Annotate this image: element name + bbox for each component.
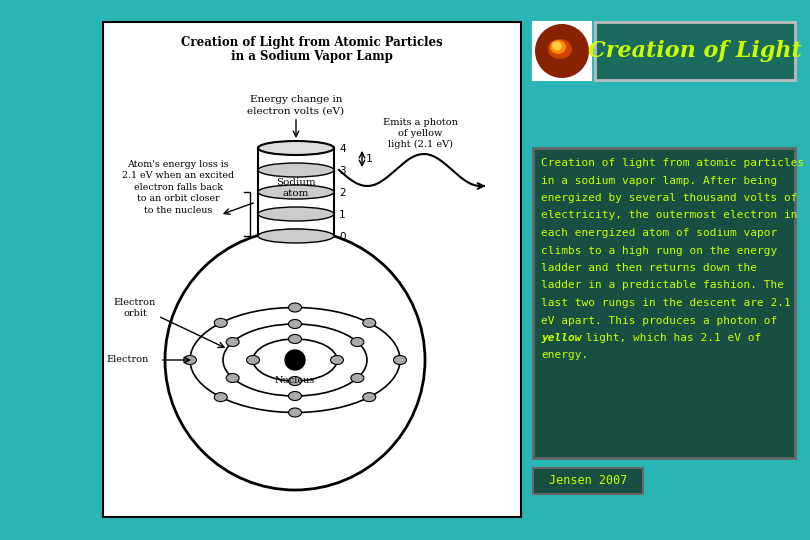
Text: ladder and then returns down the: ladder and then returns down the <box>541 263 757 273</box>
Text: Electron: Electron <box>107 355 149 364</box>
Ellipse shape <box>351 374 364 382</box>
Text: in a sodium vapor lamp. After being: in a sodium vapor lamp. After being <box>541 176 778 186</box>
Ellipse shape <box>552 42 562 51</box>
Text: 0: 0 <box>339 232 346 242</box>
Ellipse shape <box>215 319 228 327</box>
Ellipse shape <box>351 338 364 347</box>
Text: Creation of Light: Creation of Light <box>588 40 802 62</box>
Ellipse shape <box>258 141 334 155</box>
Text: Emits a photon
of yellow
light (2.1 eV): Emits a photon of yellow light (2.1 eV) <box>382 118 458 150</box>
FancyBboxPatch shape <box>103 22 521 517</box>
Ellipse shape <box>258 229 334 243</box>
Text: 1: 1 <box>339 210 346 220</box>
Text: 1: 1 <box>366 154 373 164</box>
Ellipse shape <box>258 185 334 199</box>
Text: climbs to a high rung on the energy: climbs to a high rung on the energy <box>541 246 778 255</box>
Ellipse shape <box>394 355 407 364</box>
Text: electricity, the outermost electron in: electricity, the outermost electron in <box>541 211 798 220</box>
FancyBboxPatch shape <box>533 468 643 494</box>
Ellipse shape <box>363 393 376 402</box>
Text: Creation of light from atomic particles: Creation of light from atomic particles <box>541 158 804 168</box>
Ellipse shape <box>330 355 343 364</box>
Text: light, which has 2.1 eV of: light, which has 2.1 eV of <box>579 333 761 343</box>
Text: 3: 3 <box>339 166 346 176</box>
Ellipse shape <box>246 355 259 364</box>
Text: 2: 2 <box>339 188 346 198</box>
Text: Creation of Light from Atomic Particles: Creation of Light from Atomic Particles <box>181 36 443 49</box>
Ellipse shape <box>288 320 301 328</box>
Text: each energized atom of sodium vapor: each energized atom of sodium vapor <box>541 228 778 238</box>
Text: Energy change in
electron volts (eV): Energy change in electron volts (eV) <box>247 95 344 116</box>
Text: 4: 4 <box>339 144 346 154</box>
Text: Sodium
atom: Sodium atom <box>276 178 316 198</box>
Ellipse shape <box>288 303 301 312</box>
Text: Electron
orbit: Electron orbit <box>114 298 156 318</box>
Circle shape <box>285 350 305 370</box>
Ellipse shape <box>548 39 572 59</box>
Ellipse shape <box>288 376 301 386</box>
Ellipse shape <box>226 338 239 347</box>
Text: energy.: energy. <box>541 350 588 361</box>
FancyBboxPatch shape <box>595 22 795 80</box>
Text: in a Sodium Vapor Lamp: in a Sodium Vapor Lamp <box>231 50 393 63</box>
Text: Atom's energy loss is
2.1 eV when an excited
electron falls back
to an orbit clo: Atom's energy loss is 2.1 eV when an exc… <box>122 160 234 215</box>
Circle shape <box>535 24 589 78</box>
Ellipse shape <box>258 163 334 177</box>
Text: eV apart. This produces a photon of: eV apart. This produces a photon of <box>541 315 778 326</box>
Ellipse shape <box>550 40 566 54</box>
FancyBboxPatch shape <box>533 148 795 458</box>
Ellipse shape <box>288 392 301 401</box>
Text: energized by several thousand volts of: energized by several thousand volts of <box>541 193 798 203</box>
Ellipse shape <box>363 319 376 327</box>
Ellipse shape <box>226 374 239 382</box>
Text: last two rungs in the descent are 2.1: last two rungs in the descent are 2.1 <box>541 298 791 308</box>
Text: yellow: yellow <box>541 333 582 343</box>
Circle shape <box>165 230 425 490</box>
Bar <box>258 148 334 236</box>
Ellipse shape <box>288 334 301 343</box>
Text: Jensen 2007: Jensen 2007 <box>549 475 627 488</box>
Text: ladder in a predictable fashion. The: ladder in a predictable fashion. The <box>541 280 784 291</box>
Text: Nucleus: Nucleus <box>275 376 315 385</box>
Ellipse shape <box>184 355 197 364</box>
Bar <box>533 22 591 80</box>
Ellipse shape <box>258 207 334 221</box>
Ellipse shape <box>288 408 301 417</box>
Ellipse shape <box>215 393 228 402</box>
